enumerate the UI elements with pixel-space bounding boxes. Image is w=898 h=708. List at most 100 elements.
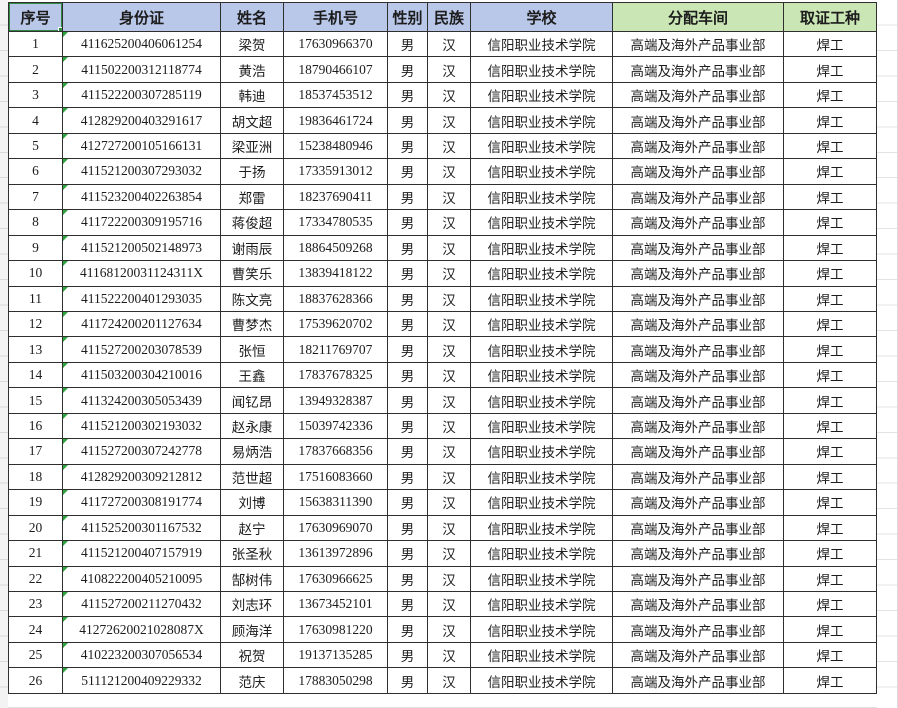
cell-gender[interactable]: 男 [387,463,428,491]
cell-ethnicity[interactable]: 汉 [427,590,471,618]
cell-gender[interactable]: 男 [387,667,428,694]
cell-workshop[interactable]: 高端及海外产品事业部 [612,489,784,516]
cell-trade[interactable]: 焊工 [783,158,877,185]
cell-name[interactable]: 梁贺 [220,30,284,58]
cell-name[interactable]: 王鑫 [220,361,284,389]
cell-gender[interactable]: 男 [387,590,428,618]
cell-gender[interactable]: 男 [387,438,428,465]
cell-ethnicity[interactable]: 汉 [427,56,471,83]
cell-id-number[interactable]: 411522200307285119 [62,81,221,109]
cell-name[interactable]: 曹梦杰 [220,310,284,338]
cell-trade[interactable]: 焊工 [783,361,877,389]
cell-serial[interactable]: 8 [8,209,63,236]
cell-serial[interactable]: 15 [8,387,63,414]
cell-trade[interactable]: 焊工 [783,107,877,134]
cell-workshop[interactable]: 高端及海外产品事业部 [612,285,784,312]
cell-serial[interactable]: 10 [8,260,63,287]
cell-phone[interactable]: 18211769707 [283,336,388,363]
cell-workshop[interactable]: 高端及海外产品事业部 [612,438,784,465]
cell-school[interactable]: 信阳职业技术学院 [470,132,613,160]
cell-trade[interactable]: 焊工 [783,463,877,491]
left-gutter-cells[interactable] [0,0,8,708]
cell-gender[interactable]: 男 [387,81,428,109]
cell-name[interactable]: 梁亚洲 [220,132,284,160]
cell-ethnicity[interactable]: 汉 [427,438,471,465]
cell-trade[interactable]: 焊工 [783,667,877,694]
cell-id-number[interactable]: 41168120031124311X [62,260,221,287]
cell-name[interactable]: 韩迪 [220,81,284,109]
cell-ethnicity[interactable]: 汉 [427,361,471,389]
cell-phone[interactable]: 17539620702 [283,310,388,338]
cell-gender[interactable]: 男 [387,56,428,83]
cell-trade[interactable]: 焊工 [783,412,877,440]
cell-serial[interactable]: 2 [8,56,63,83]
cell-id-number[interactable]: 411502200312118774 [62,56,221,83]
cell-ethnicity[interactable]: 汉 [427,209,471,236]
cell-id-number[interactable]: 411625200406061254 [62,30,221,58]
cell-trade[interactable]: 焊工 [783,132,877,160]
cell-school[interactable]: 信阳职业技术学院 [470,183,613,211]
cell-phone[interactable]: 17335913012 [283,158,388,185]
cell-id-number[interactable]: 41272620021028087X [62,616,221,643]
cell-serial[interactable]: 19 [8,489,63,516]
cell-phone[interactable]: 19836461724 [283,107,388,134]
cell-school[interactable]: 信阳职业技术学院 [470,514,613,542]
cell-school[interactable]: 信阳职业技术学院 [470,361,613,389]
cell-phone[interactable]: 17630981220 [283,616,388,643]
cell-phone[interactable]: 15238480946 [283,132,388,160]
cell-trade[interactable]: 焊工 [783,514,877,542]
cell-name[interactable]: 胡文超 [220,107,284,134]
cell-school[interactable]: 信阳职业技术学院 [470,56,613,83]
cell-serial[interactable]: 12 [8,310,63,338]
cell-workshop[interactable]: 高端及海外产品事业部 [612,56,784,83]
cell-school[interactable]: 信阳职业技术学院 [470,463,613,491]
cell-workshop[interactable]: 高端及海外产品事业部 [612,310,784,338]
cell-serial[interactable]: 6 [8,158,63,185]
cell-phone[interactable]: 18537453512 [283,81,388,109]
cell-school[interactable]: 信阳职业技术学院 [470,30,613,58]
header-serial-selected-cell[interactable]: 序号 [8,2,63,32]
cell-name[interactable]: 顾海洋 [220,616,284,643]
cell-phone[interactable]: 17516083660 [283,463,388,491]
cell-ethnicity[interactable]: 汉 [427,310,471,338]
cell-id-number[interactable]: 411724200201127634 [62,310,221,338]
cell-id-number[interactable]: 411324200305053439 [62,387,221,414]
cell-phone[interactable]: 17883050298 [283,667,388,694]
cell-serial[interactable]: 21 [8,540,63,567]
cell-workshop[interactable]: 高端及海外产品事业部 [612,209,784,236]
cell-name[interactable]: 于扬 [220,158,284,185]
cell-school[interactable]: 信阳职业技术学院 [470,489,613,516]
cell-id-number[interactable]: 411727200308191774 [62,489,221,516]
cell-trade[interactable]: 焊工 [783,590,877,618]
cell-ethnicity[interactable]: 汉 [427,387,471,414]
cell-phone[interactable]: 18790466107 [283,56,388,83]
cell-id-number[interactable]: 411527200203078539 [62,336,221,363]
cell-name[interactable]: 刘志环 [220,590,284,618]
cell-school[interactable]: 信阳职业技术学院 [470,107,613,134]
cell-workshop[interactable]: 高端及海外产品事业部 [612,616,784,643]
cell-school[interactable]: 信阳职业技术学院 [470,387,613,414]
cell-serial[interactable]: 14 [8,361,63,389]
cell-workshop[interactable]: 高端及海外产品事业部 [612,158,784,185]
cell-trade[interactable]: 焊工 [783,260,877,287]
cell-name[interactable]: 郜树伟 [220,565,284,592]
header-phone[interactable]: 手机号 [283,2,388,32]
cell-name[interactable]: 谢雨辰 [220,234,284,262]
cell-gender[interactable]: 男 [387,412,428,440]
cell-school[interactable]: 信阳职业技术学院 [470,158,613,185]
cell-name[interactable]: 闻钇昂 [220,387,284,414]
cell-name[interactable]: 祝贺 [220,641,284,669]
header-name[interactable]: 姓名 [220,2,284,32]
header-school[interactable]: 学校 [470,2,613,32]
cell-workshop[interactable]: 高端及海外产品事业部 [612,361,784,389]
cell-ethnicity[interactable]: 汉 [427,641,471,669]
cell-workshop[interactable]: 高端及海外产品事业部 [612,336,784,363]
cell-trade[interactable]: 焊工 [783,209,877,236]
cell-id-number[interactable]: 412829200309212812 [62,463,221,491]
cell-gender[interactable]: 男 [387,336,428,363]
cell-phone[interactable]: 13949328387 [283,387,388,414]
cell-id-number[interactable]: 411521200302193032 [62,412,221,440]
cell-id-number[interactable]: 411521200502148973 [62,234,221,262]
cell-serial[interactable]: 20 [8,514,63,542]
cell-trade[interactable]: 焊工 [783,616,877,643]
